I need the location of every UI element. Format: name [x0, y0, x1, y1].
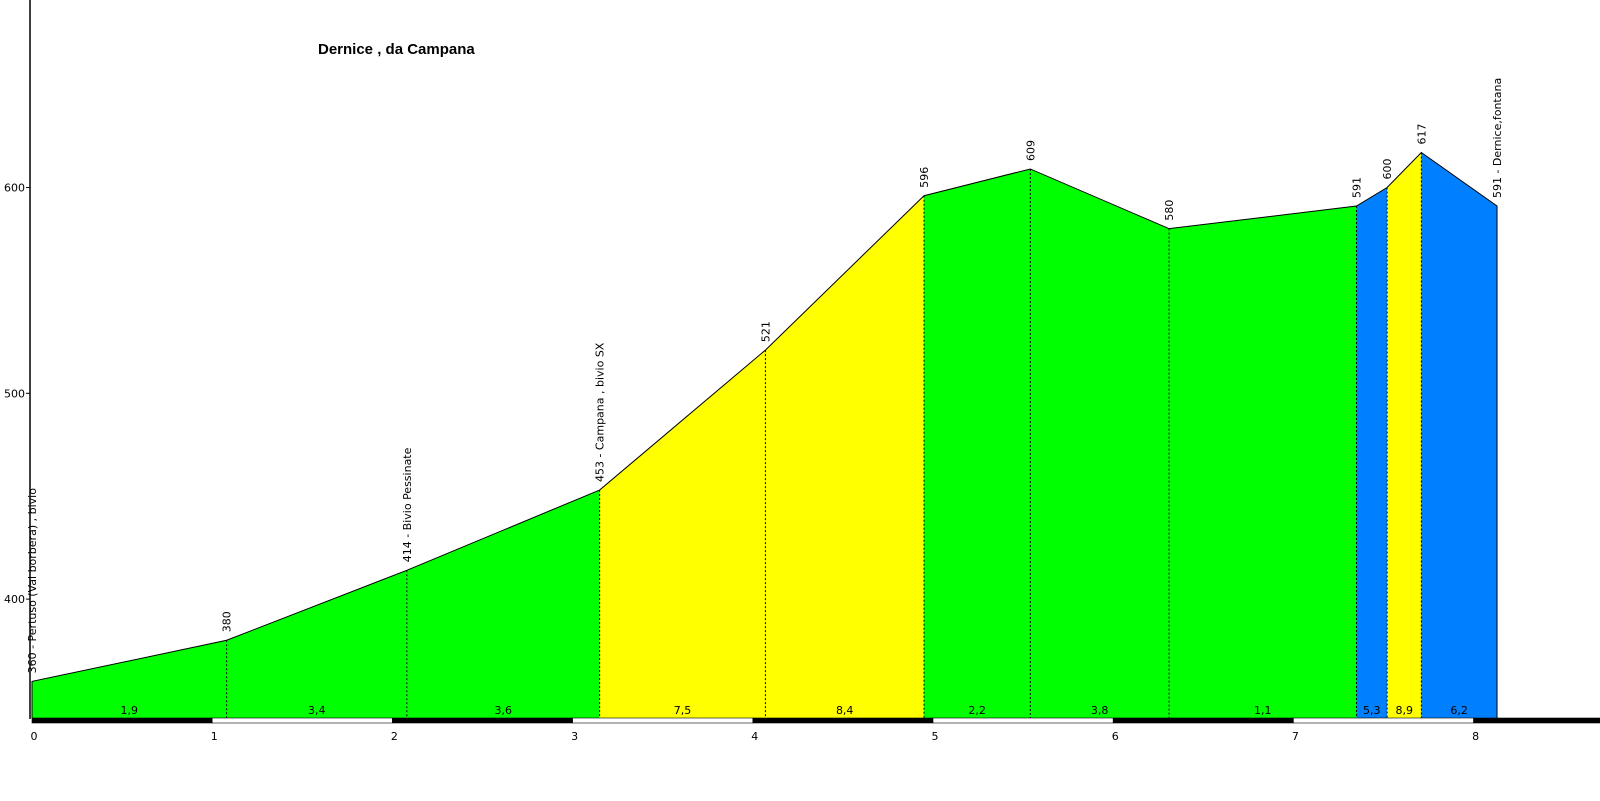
x-axis-band-4 — [572, 717, 754, 724]
x-axis-band-6 — [932, 717, 1114, 724]
profile-segment-5 — [765, 195, 924, 718]
grade-label-2: 3,4 — [308, 704, 326, 717]
x-tick-label-7: 6 — [1112, 730, 1119, 743]
x-tick-label-3: 2 — [391, 730, 398, 743]
axes: 400 500 600 0 1 2 3 4 5 6 7 8 — [4, 0, 1600, 743]
y-tick-label-3: 600 — [4, 182, 25, 195]
grade-label-4: 7,5 — [674, 704, 692, 717]
point-label-3: 414 - Bivio Pessinate — [401, 447, 414, 562]
y-tick-label-2: 500 — [4, 387, 25, 400]
x-axis-band-5 — [752, 717, 934, 724]
point-label-12: 591 - Dernice,fontana — [1491, 78, 1504, 198]
profile-segment-11 — [1421, 152, 1498, 718]
point-label-10: 600 — [1381, 159, 1394, 180]
grade-label-7: 3,8 — [1091, 704, 1109, 717]
point-label-8: 580 — [1163, 200, 1176, 221]
point-label-2: 380 — [221, 611, 234, 632]
x-tick-label-9: 8 — [1472, 730, 1479, 743]
grade-label-6: 2,2 — [968, 704, 986, 717]
chart-title: Dernice , da Campana — [318, 41, 475, 58]
grade-label-8: 1,1 — [1254, 704, 1272, 717]
profile-segment-3 — [406, 490, 600, 718]
x-axis-band-9 — [1473, 717, 1600, 724]
point-label-7: 609 — [1024, 140, 1037, 161]
x-axis-band-7 — [1112, 717, 1294, 724]
segment-dividers — [226, 152, 1422, 718]
x-axis-band-8 — [1293, 717, 1474, 724]
profile-segment-4 — [599, 350, 766, 718]
grade-label-9: 5,3 — [1363, 704, 1381, 717]
x-tick-label-1: 0 — [31, 730, 38, 743]
x-tick-label-5: 4 — [751, 730, 758, 743]
profile-outline — [31, 151, 1498, 718]
grade-label-11: 6,2 — [1450, 704, 1468, 717]
x-axis-band-1 — [31, 717, 213, 724]
grade-label-3: 3,6 — [494, 704, 512, 717]
profile-segment-2 — [226, 570, 407, 718]
profile-segment-7 — [1030, 168, 1170, 718]
profile-segment-8 — [1169, 206, 1357, 718]
profile-segment-10 — [1387, 152, 1422, 718]
x-axis-band-2 — [211, 717, 393, 724]
point-label-6: 596 — [918, 167, 931, 188]
point-label-9: 591 — [1350, 177, 1363, 198]
x-axis-band-3 — [392, 717, 573, 724]
point-label-11: 617 — [1415, 124, 1428, 145]
x-tick-label-2: 1 — [211, 730, 218, 743]
point-label-1: 360 - Pertuso (Val borbera) , bivio — [26, 488, 39, 674]
profile-segment-1 — [32, 640, 227, 718]
grade-label-10: 8,9 — [1395, 704, 1413, 717]
grade-label-1: 1,9 — [121, 704, 139, 717]
x-tick-label-4: 3 — [571, 730, 578, 743]
y-tick-label-1: 400 — [4, 593, 25, 606]
profile-segments — [32, 152, 1498, 718]
grade-labels: 1,9 3,4 3,6 7,5 8,4 2,2 3,8 1,1 5,3 8,9 6,2 — [121, 704, 1468, 717]
profile-segment-6 — [923, 168, 1031, 718]
point-label-5: 521 — [759, 321, 772, 342]
x-tick-label-8: 7 — [1292, 730, 1299, 743]
x-tick-label-6: 5 — [932, 730, 939, 743]
grade-label-5: 8,4 — [836, 704, 854, 717]
profile-segment-9 — [1356, 187, 1388, 718]
point-label-4: 453 - Campana , bivio SX — [594, 342, 607, 482]
